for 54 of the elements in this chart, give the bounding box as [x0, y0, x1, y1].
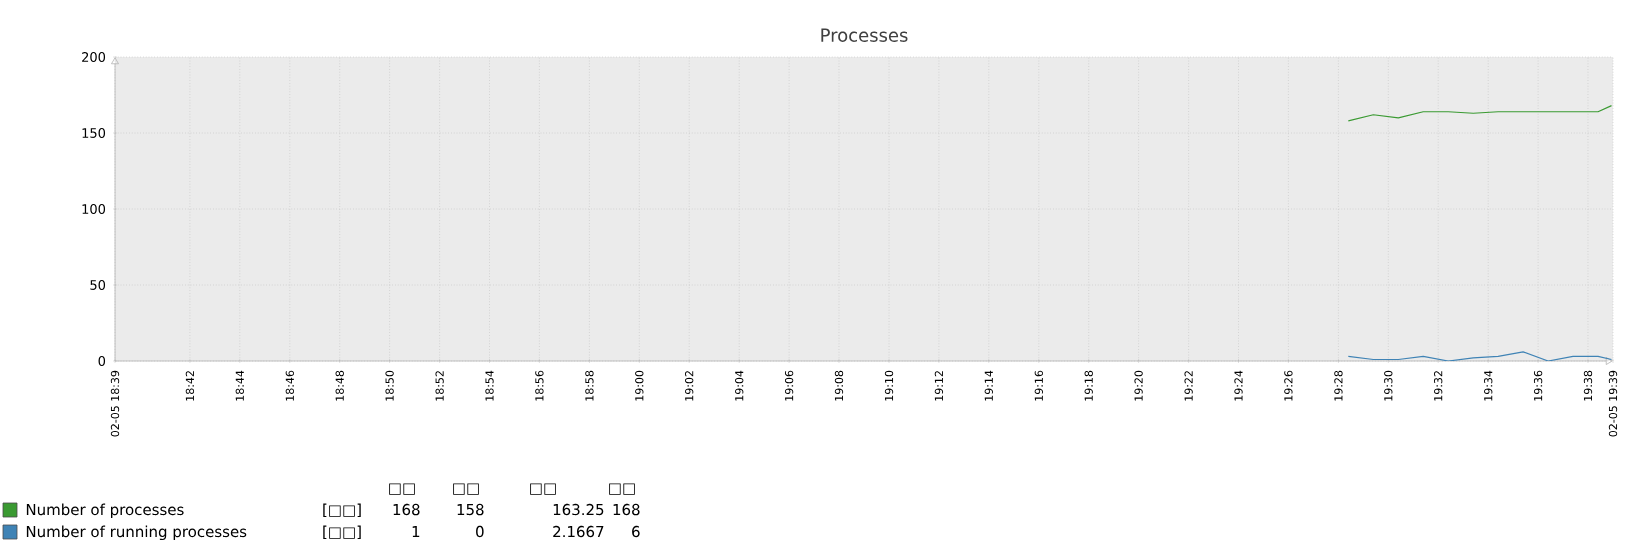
x-tick-label: 19:34 [1484, 370, 1493, 401]
x-tick-label: 18:58 [585, 370, 594, 401]
y-tick-label: 100 [82, 204, 106, 214]
x-tick-label: 19:26 [1284, 370, 1293, 401]
x-tick-label: 19:06 [784, 370, 794, 401]
x-tick-label: 19:24 [1234, 370, 1243, 401]
text: 158 [457, 503, 484, 516]
text: □□ [453, 483, 479, 495]
x-tick-label: 18:44 [235, 370, 244, 401]
x-tick-label: 19:32 [1434, 371, 1443, 401]
line-series [1347, 351, 1613, 362]
y-tick-label: 0 [98, 356, 106, 366]
y-tick-label: 200 [82, 52, 106, 62]
text: 6 [632, 525, 640, 538]
text: □□ [609, 483, 635, 495]
x-tick-label: 19:16 [1034, 370, 1043, 401]
text: 2.1667 [553, 525, 604, 538]
y-tick-label: 50 [90, 280, 106, 290]
x-tick-label: 18:54 [485, 370, 494, 401]
x-tick-label: 19:36 [1533, 370, 1543, 401]
legend-label: Number of running processes [26, 525, 247, 541]
x-tick-label: 19:38 [1583, 370, 1593, 401]
x-tick-label: 19:00 [635, 370, 644, 401]
y-tick-label: 150 [82, 128, 106, 138]
x-tick-label: 19:02 [685, 371, 694, 401]
text: □□ [389, 483, 415, 495]
x-tick-label: 19:10 [884, 370, 894, 401]
x-tick-label: 18:48 [335, 370, 344, 401]
x-tick-label: 18:42 [185, 371, 195, 401]
text: 163.25 [553, 503, 604, 516]
legend-label: Number of processes [26, 503, 184, 519]
x-tick-label: 19:30 [1384, 370, 1393, 401]
text: 1 [412, 526, 420, 538]
x-tick-label: 19:14 [984, 370, 993, 401]
x-tick-label: 19:12 [934, 371, 944, 401]
x-tick-label: 18:46 [285, 370, 294, 401]
x-tick-label: 19:28 [1334, 370, 1343, 401]
text: 168 [393, 503, 420, 516]
text: 168 [613, 503, 640, 516]
text: [□□] [323, 503, 361, 517]
x-tick-label: 19:08 [834, 370, 844, 401]
text: 0 [476, 525, 484, 538]
x-tick-label: 02-05 18:39 [110, 370, 120, 437]
x-tick-label: 18:50 [385, 370, 394, 401]
x-tick-label: 19:18 [1084, 370, 1093, 401]
x-tick-label: 18:56 [535, 370, 544, 401]
x-tick-label: 18:52 [435, 371, 444, 401]
x-tick-label: 19:22 [1184, 371, 1193, 401]
x-tick-label: 19:20 [1134, 370, 1143, 401]
chart-title: Processes [821, 28, 908, 42]
x-tick-label: 02-05 19:39 [1608, 370, 1618, 437]
text: [□□] [323, 525, 361, 539]
x-tick-label: 19:04 [735, 370, 744, 401]
text: □□ [530, 483, 556, 495]
